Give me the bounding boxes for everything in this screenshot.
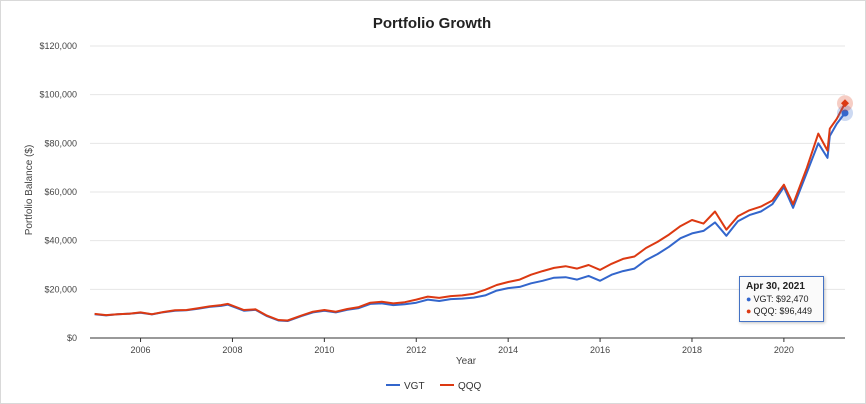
legend-item-vgt[interactable]: VGT [386, 381, 425, 392]
x-tick-label: 2018 [682, 345, 702, 355]
y-axis-ticks: $0 $20,000 $40,000 $60,000 $80,000 $100,000 $1… [39, 41, 77, 343]
x-tick-label: 2020 [774, 345, 794, 355]
x-tick-label: 2006 [131, 345, 151, 355]
tooltip-vgt-line: ● VGT: $92,470 [746, 293, 817, 305]
y-axis-label: Portfolio Balance ($) [24, 145, 35, 236]
y-tick-label: $0 [67, 333, 77, 343]
y-tick-label: $60,000 [44, 187, 77, 197]
gridlines [90, 45, 845, 290]
chart-title: Portfolio Growth [373, 15, 491, 32]
x-tick-label: 2012 [406, 345, 426, 355]
legend-item-qqq[interactable]: QQQ [440, 381, 482, 392]
x-tick-label: 2014 [498, 345, 518, 355]
qqq-dot-icon: ● [746, 306, 752, 316]
tooltip-date: Apr 30, 2021 [746, 281, 805, 292]
y-tick-label: $120,000 [39, 41, 77, 51]
x-tick-label: 2016 [590, 345, 610, 355]
hover-markers [837, 95, 853, 121]
series-lines [94, 102, 846, 322]
x-tick-label: 2008 [222, 345, 242, 355]
y-tick-label: $100,000 [39, 90, 77, 100]
x-axis-label: Year [456, 356, 477, 367]
hover-tooltip: Apr 30, 2021 ● VGT: $92,470 ● QQQ: $96,449 [739, 276, 824, 322]
tooltip-vgt-value: VGT: $92,470 [753, 294, 809, 304]
tooltip-qqq-value: QQQ: $96,449 [753, 306, 812, 316]
vgt-dot-icon: ● [746, 294, 752, 304]
y-tick-label: $80,000 [44, 138, 77, 148]
y-tick-label: $40,000 [44, 236, 77, 246]
y-tick-label: $20,000 [44, 284, 77, 294]
hover-marker-vgt [841, 109, 849, 117]
x-tick-label: 2010 [314, 345, 334, 355]
legend[interactable]: VGT QQQ [386, 381, 482, 392]
series-line-qqq[interactable] [94, 102, 846, 322]
x-axis-ticks: 2006 2008 2010 2012 2014 2016 2018 2020 [131, 338, 794, 355]
hover-marker-qqq [841, 99, 849, 108]
tooltip-qqq-line: ● QQQ: $96,449 [746, 305, 817, 317]
legend-label: VGT [404, 381, 425, 392]
legend-label: QQQ [458, 381, 482, 392]
